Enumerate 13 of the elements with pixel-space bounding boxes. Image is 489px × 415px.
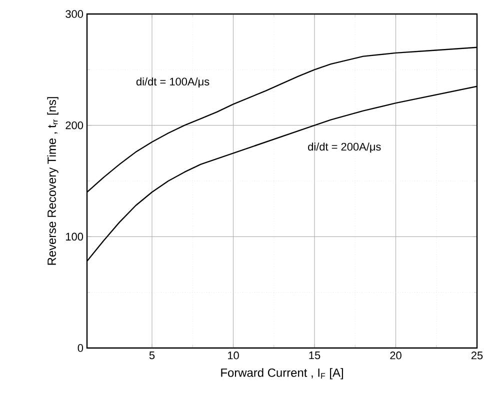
x-tick-label: 5	[149, 352, 155, 360]
y-axis-title: Reverse Recovery Time , t$_{rr}$ [ns]	[47, 97, 58, 265]
x-tick-label: 25	[471, 352, 483, 360]
y-tick-label: 300	[66, 10, 84, 18]
x-tick-label: 10	[228, 352, 239, 360]
y-tick-label: 200	[66, 121, 84, 130]
x-tick-label: 20	[390, 352, 402, 360]
series-label: di/dt = 200A/μs	[308, 142, 381, 153]
y-tick-label: 0	[78, 344, 84, 352]
x-axis-title: Forward Current , I$_{F}$ [A]	[221, 368, 343, 380]
x-tick-label: 15	[309, 352, 320, 360]
y-tick-label: 100	[66, 232, 84, 241]
text: di/dt = 100A/μs	[136, 77, 210, 88]
